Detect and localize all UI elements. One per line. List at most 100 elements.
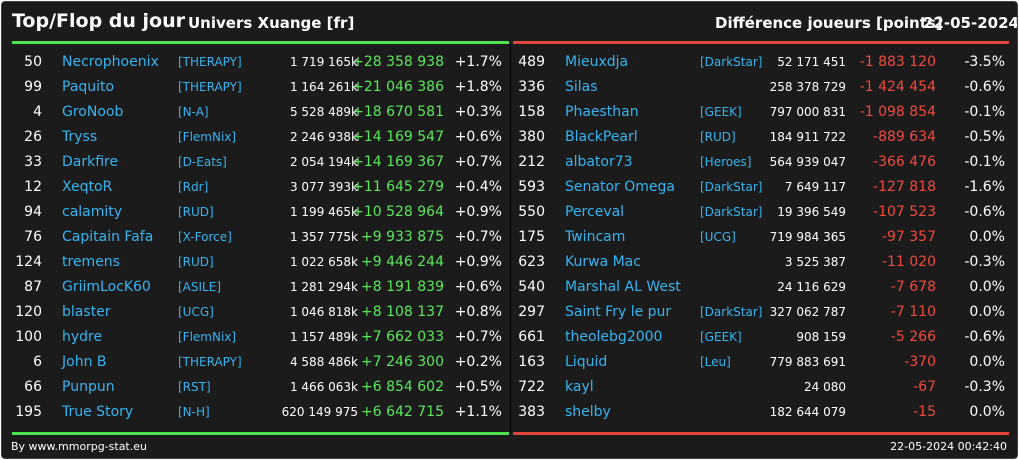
alliance-tag-link[interactable]: [ASILE] xyxy=(178,280,221,294)
player-name-link[interactable]: Capitain Fafa xyxy=(62,229,154,245)
percent-change: +1.1% xyxy=(454,404,502,420)
points-difference: -107 523 xyxy=(873,204,936,220)
alliance-tag-link[interactable]: [THERAPY] xyxy=(178,80,242,94)
player-name-link[interactable]: GroNoob xyxy=(62,104,124,120)
player-points: 52 171 451 xyxy=(777,55,846,69)
alliance-tag-link[interactable]: [GEEK] xyxy=(700,105,742,119)
player-rank: 94 xyxy=(24,204,42,220)
points-difference: +8 108 137 xyxy=(361,304,444,320)
player-name-link[interactable]: theolebg2000 xyxy=(565,329,663,345)
alliance-tag-link[interactable]: [THERAPY] xyxy=(178,355,242,369)
player-rank: 623 xyxy=(518,254,545,270)
player-rank: 6 xyxy=(33,354,42,370)
alliance-tag-link[interactable]: [FlemNix] xyxy=(178,130,237,144)
alliance-tag-link[interactable]: [RUD] xyxy=(178,205,214,219)
alliance-tag-link[interactable]: [Leu] xyxy=(700,355,731,369)
percent-change: 0.0% xyxy=(969,229,1005,245)
player-rank: 297 xyxy=(518,304,545,320)
points-difference: -1 098 854 xyxy=(859,104,936,120)
alliance-tag-link[interactable]: [UCG] xyxy=(700,230,736,244)
alliance-tag-link[interactable]: [N-H] xyxy=(178,405,210,419)
alliance-tag-link[interactable]: [THERAPY] xyxy=(178,55,242,69)
alliance-tag-link[interactable]: [FlemNix] xyxy=(178,330,237,344)
player-name-link[interactable]: Twincam xyxy=(565,229,626,245)
player-rank: 380 xyxy=(518,129,545,145)
points-difference: -7 110 xyxy=(890,304,936,320)
player-name-link[interactable]: Phaesthan xyxy=(565,104,639,120)
player-name-link[interactable]: Necrophoenix xyxy=(62,54,159,70)
top-player-row: 4 GroNoob [N-A] 5 528 489k +18 670 581 +0.3% xyxy=(12,100,509,125)
player-points: 5 528 489k xyxy=(289,105,358,119)
player-name-link[interactable]: Tryss xyxy=(62,129,98,145)
alliance-tag-link[interactable]: [DarkStar] xyxy=(700,205,763,219)
player-name-link[interactable]: tremens xyxy=(62,254,120,270)
player-name-link[interactable]: GriimLocK60 xyxy=(62,279,151,295)
player-name-link[interactable]: Marshal AL West xyxy=(565,279,681,295)
player-name-link[interactable]: blaster xyxy=(62,304,111,320)
points-difference: +6 854 602 xyxy=(361,379,444,395)
alliance-tag-link[interactable]: [D-Eats] xyxy=(178,155,227,169)
player-rank: 26 xyxy=(24,129,42,145)
points-difference: -15 xyxy=(913,404,936,420)
flop-player-row: 297 Saint Fry le pur [DarkStar] 327 062 787… xyxy=(514,300,1010,325)
player-name-link[interactable]: shelby xyxy=(565,404,611,420)
player-name-link[interactable]: calamity xyxy=(62,204,123,220)
player-name-link[interactable]: Kurwa Mac xyxy=(565,254,641,270)
alliance-tag-link[interactable]: [RUD] xyxy=(700,130,736,144)
player-name-link[interactable]: albator73 xyxy=(565,154,633,170)
player-name-link[interactable]: Mieuxdja xyxy=(565,54,629,70)
flop-players-list: 489 Mieuxdja [DarkStar] 52 171 451 -1 883 12… xyxy=(514,50,1010,425)
player-name-link[interactable]: Perceval xyxy=(565,204,625,220)
percent-change: +0.7% xyxy=(454,154,502,170)
page-title: Top/Flop du jour xyxy=(12,10,185,32)
player-rank: 4 xyxy=(33,104,42,120)
player-name-link[interactable]: hydre xyxy=(62,329,103,345)
flop-player-row: 722 kayl 24 080 -67 -0.3% xyxy=(514,375,1010,400)
player-name-link[interactable]: True Story xyxy=(62,404,134,420)
player-name-link[interactable]: kayl xyxy=(565,379,594,395)
player-rank: 593 xyxy=(518,179,545,195)
alliance-tag-link[interactable]: [GEEK] xyxy=(700,330,742,344)
player-points: 620 149 975 xyxy=(281,405,358,419)
points-difference: -97 357 xyxy=(881,229,936,245)
player-rank: 722 xyxy=(518,379,545,395)
player-name-link[interactable]: John B xyxy=(62,354,107,370)
flop-player-row: 593 Senator Omega [DarkStar] 7 649 117 -127 … xyxy=(514,175,1010,200)
player-rank: 550 xyxy=(518,204,545,220)
top-player-row: 66 Punpun [RST] 1 466 063k +6 854 602 +0.5% xyxy=(12,375,509,400)
player-name-link[interactable]: Liquid xyxy=(565,354,608,370)
player-name-link[interactable]: Paquito xyxy=(62,79,115,95)
alliance-tag-link[interactable]: [Heroes] xyxy=(700,155,752,169)
points-difference: +11 645 279 xyxy=(352,179,444,195)
player-name-link[interactable]: Saint Fry le pur xyxy=(565,304,672,320)
percent-change: 0.0% xyxy=(969,354,1005,370)
alliance-tag-link[interactable]: [RUD] xyxy=(178,255,214,269)
alliance-tag-link[interactable]: [X-Force] xyxy=(178,230,232,244)
alliance-tag-link[interactable]: [Rdr] xyxy=(178,180,209,194)
percent-change: -0.1% xyxy=(964,104,1005,120)
alliance-tag-link[interactable]: [N-A] xyxy=(178,105,209,119)
player-points: 2 054 194k xyxy=(289,155,358,169)
alliance-tag-link[interactable]: [DarkStar] xyxy=(700,180,763,194)
player-points: 3 077 393k xyxy=(289,180,358,194)
points-difference: -127 818 xyxy=(873,179,936,195)
player-name-link[interactable]: BlackPearl xyxy=(565,129,638,145)
alliance-tag-link[interactable]: [DarkStar] xyxy=(700,55,763,69)
player-name-link[interactable]: Darkfire xyxy=(62,154,119,170)
player-name-link[interactable]: Senator Omega xyxy=(565,179,675,195)
flop-player-row: 661 theolebg2000 [GEEK] 908 159 -5 266 -0.6% xyxy=(514,325,1010,350)
percent-change: +0.2% xyxy=(454,354,502,370)
flop-player-row: 550 Perceval [DarkStar] 19 396 549 -107 523 -… xyxy=(514,200,1010,225)
player-name-link[interactable]: Punpun xyxy=(62,379,115,395)
points-difference: +14 169 367 xyxy=(352,154,444,170)
top-player-row: 195 True Story [N-H] 620 149 975 +6 642 715 +… xyxy=(12,400,509,425)
player-rank: 540 xyxy=(518,279,545,295)
alliance-tag-link[interactable]: [RST] xyxy=(178,380,211,394)
alliance-tag-link[interactable]: [DarkStar] xyxy=(700,305,763,319)
alliance-tag-link[interactable]: [UCG] xyxy=(178,305,214,319)
player-points: 797 000 831 xyxy=(769,105,846,119)
top-player-row: 26 Tryss [FlemNix] 2 246 938k +14 169 547 +0.… xyxy=(12,125,509,150)
top-player-row: 76 Capitain Fafa [X-Force] 1 357 775k +9 933… xyxy=(12,225,509,250)
player-name-link[interactable]: XeqtoR xyxy=(62,179,113,195)
player-name-link[interactable]: Silas xyxy=(565,79,598,95)
